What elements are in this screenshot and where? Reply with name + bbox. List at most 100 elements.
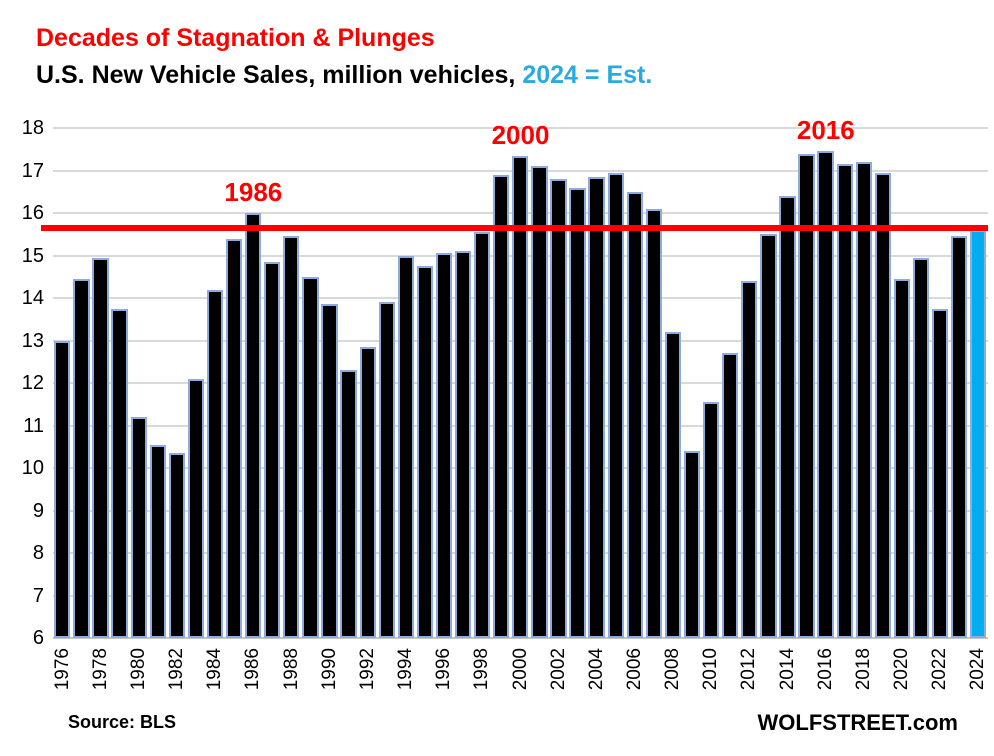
bar-2003 [569, 187, 586, 638]
red-reference-line [41, 224, 988, 231]
x-axis-label-2022: 2022 [929, 648, 951, 691]
x-axis-label-1996: 1996 [433, 648, 455, 691]
subtitle-est-highlight: 2024 = Est. [522, 61, 653, 89]
bar-2005 [607, 172, 624, 638]
x-axis-label-2000: 2000 [509, 648, 531, 691]
x-axis-label-1978: 1978 [89, 648, 111, 691]
y-axis-label-18: 18 [21, 117, 44, 139]
x-axis-label-1994: 1994 [395, 648, 416, 691]
bar-2024 [970, 230, 987, 638]
bar-2015 [798, 153, 815, 638]
y-axis-label-7: 7 [32, 584, 44, 607]
bar-2010 [702, 402, 720, 638]
bar-1985 [225, 238, 243, 638]
x-axis-label-1992: 1992 [356, 648, 378, 691]
y-axis-label-9: 9 [32, 499, 44, 522]
x-axis-line [53, 637, 988, 639]
x-axis-label-2010: 2010 [700, 648, 722, 691]
bar-1976 [54, 340, 71, 638]
bar-1996 [435, 253, 453, 638]
y-axis-label-11: 11 [23, 414, 44, 437]
x-axis-label-2012: 2012 [738, 648, 760, 691]
x-axis-label-2006: 2006 [623, 648, 645, 691]
bar-1977 [73, 278, 90, 638]
annotation-1986: 1986 [224, 177, 283, 207]
bar-1986 [245, 213, 262, 638]
bar-1979 [111, 308, 128, 638]
bar-1988 [283, 236, 300, 638]
chart-subtitle: U.S. New Vehicle Sales, million vehicles… [36, 61, 652, 90]
y-axis-label-14: 14 [21, 287, 44, 309]
x-axis-label-2018: 2018 [852, 648, 874, 691]
x-axis-label-2020: 2020 [891, 648, 913, 691]
x-axis-label-1984: 1984 [204, 648, 226, 691]
bar-2011 [722, 353, 739, 638]
y-axis-label-6: 6 [32, 627, 44, 649]
x-axis-label-2008: 2008 [662, 648, 684, 691]
bar-2009 [683, 451, 701, 638]
y-axis-label-12: 12 [21, 372, 44, 394]
bar-2022 [931, 308, 949, 638]
bar-1997 [454, 251, 472, 638]
x-axis-label-2002: 2002 [547, 648, 569, 691]
bar-2008 [664, 332, 682, 638]
x-axis-label-1982: 1982 [166, 648, 188, 691]
chart-title: Decades of Stagnation & Plunges [36, 24, 435, 52]
bar-1981 [149, 444, 166, 638]
brand-wolfstreet: WOLFSTREET.com [757, 710, 958, 735]
bar-1999 [493, 174, 510, 638]
x-axis-label-2024: 2024 [967, 648, 989, 691]
bar-2019 [874, 172, 891, 638]
bar-2013 [760, 234, 777, 638]
y-axis-label-10: 10 [21, 457, 44, 479]
bar-1993 [378, 302, 395, 638]
x-axis-label-1986: 1986 [242, 648, 264, 691]
bar-1987 [264, 261, 281, 638]
bar-1994 [397, 255, 414, 638]
bar-1984 [206, 289, 224, 638]
subtitle-text: U.S. New Vehicle Sales, million vehicles… [36, 61, 516, 89]
y-axis-label-13: 13 [21, 329, 44, 352]
bar-1982 [168, 453, 185, 638]
y-axis-label-16: 16 [21, 202, 44, 224]
bar-1992 [359, 346, 376, 638]
x-axis-label-2016: 2016 [814, 648, 836, 691]
bar-1995 [416, 266, 434, 638]
bar-1989 [302, 276, 319, 638]
y-axis-label-15: 15 [21, 244, 44, 267]
bar-2002 [550, 179, 567, 638]
bar-2020 [893, 278, 911, 638]
bar-1998 [473, 232, 491, 638]
source-note: Source: BLS [68, 712, 177, 732]
bar-1990 [321, 304, 338, 638]
x-axis-label-2014: 2014 [776, 648, 798, 691]
bar-2023 [951, 236, 968, 638]
bar-2021 [912, 257, 930, 638]
y-axis-label-17: 17 [21, 159, 44, 182]
y-axis-label-8: 8 [32, 542, 44, 564]
bar-2004 [588, 176, 605, 638]
bar-1980 [130, 417, 147, 638]
x-axis-label-2004: 2004 [585, 648, 607, 691]
bar-1991 [340, 370, 357, 638]
bar-2007 [645, 208, 662, 638]
bar-2016 [817, 151, 834, 638]
bar-2018 [855, 162, 872, 638]
bar-2014 [779, 196, 796, 638]
bar-1978 [92, 257, 109, 638]
gridline-18 [53, 127, 988, 129]
bar-1983 [187, 378, 205, 638]
x-axis-label-1976: 1976 [51, 648, 73, 691]
bar-2012 [741, 281, 758, 638]
annotation-2000: 2000 [491, 119, 550, 150]
bar-2001 [531, 166, 548, 638]
annotation-2016: 2016 [796, 115, 855, 146]
x-axis-label-1990: 1990 [318, 648, 340, 691]
bar-2006 [626, 191, 643, 638]
x-axis-label-1980: 1980 [127, 648, 149, 691]
bar-2000 [512, 155, 529, 638]
plot-area: 6 7 8 9 10 11 12 13 14 15 16 17 18 1976 1978 1980 1982 19… [22, 115, 989, 690]
x-axis-label-1988: 1988 [280, 648, 302, 691]
bar-2017 [836, 164, 853, 638]
x-axis-label-1998: 1998 [471, 648, 493, 691]
